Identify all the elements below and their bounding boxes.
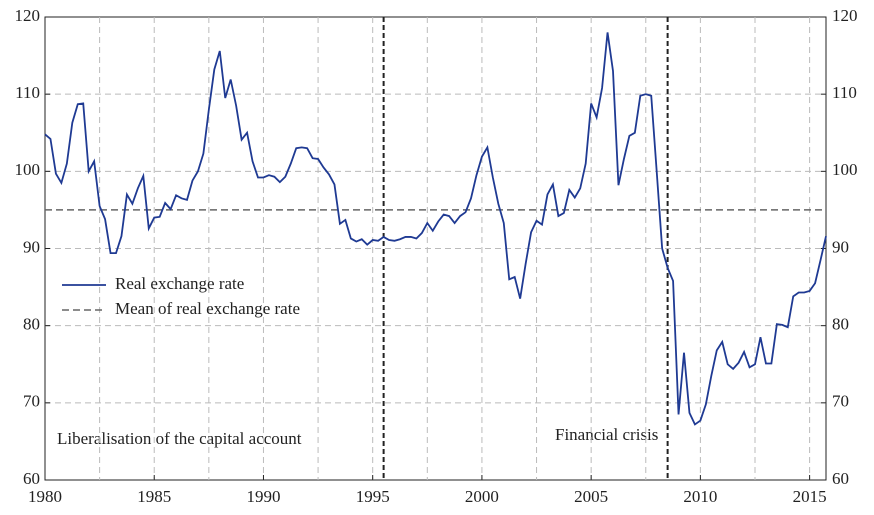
y2-tick-label: 120 (832, 6, 858, 25)
y2-tick-label: 60 (832, 469, 849, 488)
y2-tick-label: 100 (832, 160, 858, 179)
x-tick-label: 2000 (465, 487, 499, 506)
x-tick-label: 1995 (356, 487, 390, 506)
x-tick-label: 1990 (246, 487, 280, 506)
y-tick-label: 120 (15, 6, 41, 25)
y-tick-label: 110 (15, 83, 40, 102)
x-tick-label: 2005 (574, 487, 608, 506)
y2-tick-label: 80 (832, 315, 849, 334)
annotation: Financial crisis (555, 425, 658, 444)
y-tick-label: 100 (15, 160, 41, 179)
x-tick-label: 2015 (793, 487, 827, 506)
y-tick-label: 90 (23, 237, 40, 256)
x-tick-label: 1985 (137, 487, 171, 506)
legend-label: Mean of real exchange rate (115, 299, 300, 318)
y2-tick-label: 110 (832, 83, 857, 102)
legend-label: Real exchange rate (115, 274, 244, 293)
y2-tick-label: 90 (832, 237, 849, 256)
y-tick-label: 70 (23, 392, 40, 411)
x-tick-label: 1980 (28, 487, 62, 506)
y-tick-label: 80 (23, 315, 40, 334)
y-tick-label: 60 (23, 469, 40, 488)
data-line (44, 32, 827, 426)
y2-tick-label: 70 (832, 392, 849, 411)
annotation: Liberalisation of the capital account (57, 429, 302, 448)
x-tick-label: 2010 (683, 487, 717, 506)
